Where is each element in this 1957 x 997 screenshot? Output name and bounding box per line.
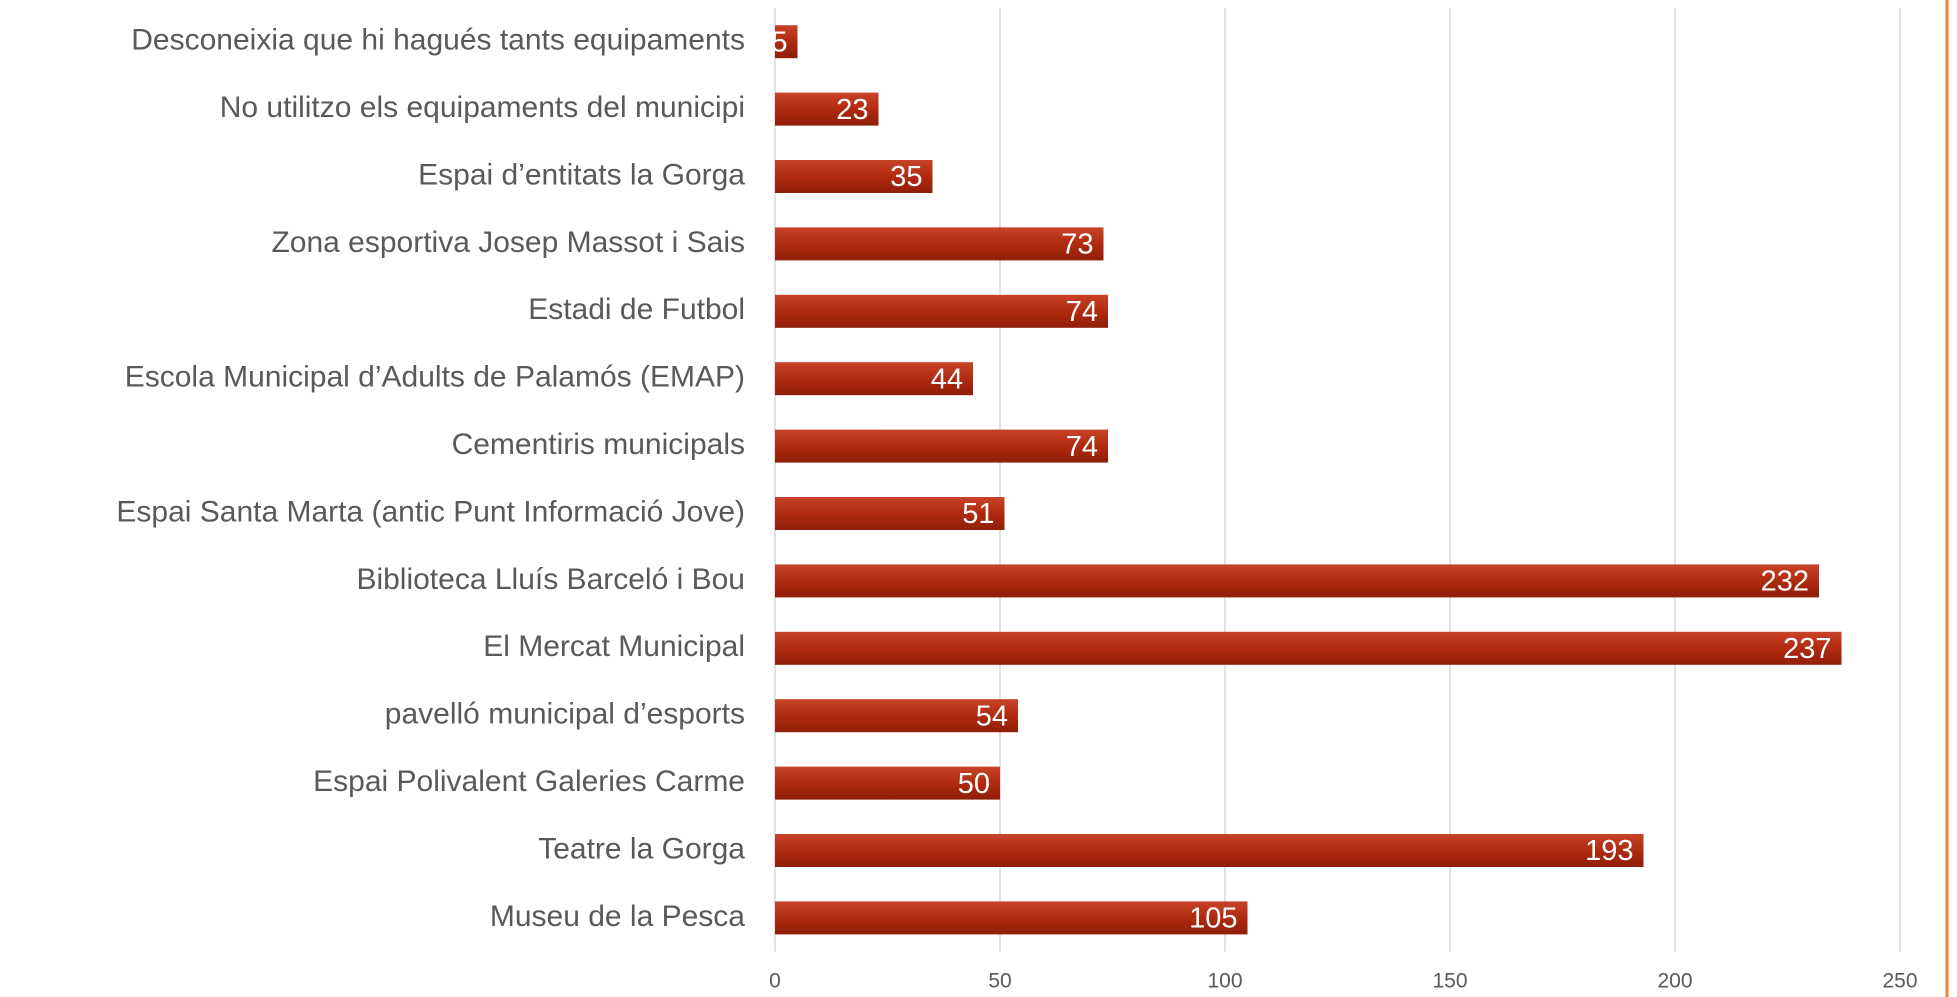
bar	[775, 294, 1108, 328]
data-label: 74	[1066, 296, 1098, 328]
data-label: 5	[771, 26, 787, 58]
data-label: 23	[836, 94, 868, 126]
data-label: 50	[958, 768, 990, 800]
y-tick-label: Estadi de Futbol	[528, 293, 745, 326]
bar	[775, 834, 1644, 867]
y-tick-label: Teatre la Gorga	[538, 832, 745, 865]
data-label: 35	[890, 161, 922, 193]
grid: 0 50 100 150 200 250	[769, 8, 1918, 993]
y-tick-label: El Mercat Municipal	[483, 630, 745, 663]
data-label: 193	[1585, 835, 1633, 867]
bar	[775, 160, 933, 193]
bar	[775, 631, 1842, 665]
y-tick-label: Desconeixia que hi hagués tants equipame…	[131, 24, 745, 57]
bar	[775, 766, 1000, 800]
y-tick-label: Museu de la Pesca	[490, 900, 745, 933]
y-tick-label: No utilitzo els equipaments del municipi	[220, 91, 745, 124]
x-tick-label: 250	[1882, 970, 1917, 993]
bar	[775, 564, 1819, 598]
x-tick-label: 50	[988, 970, 1011, 993]
data-label: 44	[931, 363, 963, 395]
data-label: 74	[1066, 431, 1098, 463]
bar	[775, 901, 1248, 935]
bar	[775, 25, 798, 59]
bar	[775, 699, 1018, 733]
data-label: 54	[976, 700, 1008, 732]
x-tick-label: 200	[1657, 970, 1692, 993]
y-tick-label: Zona esportiva Josep Massot i Sais	[271, 226, 745, 259]
y-tick-label: Espai d’entitats la Gorga	[418, 158, 745, 191]
bar	[775, 497, 1005, 530]
x-tick-label: 100	[1207, 970, 1242, 993]
y-tick-label: Espai Polivalent Galeries Carme	[313, 765, 745, 798]
bar	[775, 227, 1104, 261]
y-tick-label: Escola Municipal d’Adults de Palamós (EM…	[125, 361, 745, 394]
bar	[775, 92, 879, 126]
data-label: 51	[962, 498, 994, 530]
bars: Desconeixia que hi hagués tants equipame…	[116, 24, 1842, 935]
data-label: 237	[1783, 633, 1831, 665]
y-tick-label: pavelló municipal d’esports	[385, 698, 745, 731]
y-tick-label: Espai Santa Marta (antic Punt Informació…	[116, 495, 745, 528]
bar	[775, 362, 973, 396]
data-label: 232	[1761, 566, 1809, 598]
x-tick-label: 150	[1432, 970, 1467, 993]
x-tick-label: 0	[769, 970, 781, 993]
data-label: 73	[1061, 229, 1093, 261]
y-tick-label: Cementiris municipals	[452, 428, 745, 461]
y-tick-label: Biblioteca Lluís Barceló i Bou	[356, 563, 745, 596]
data-label: 105	[1189, 903, 1237, 935]
bar	[775, 429, 1108, 463]
